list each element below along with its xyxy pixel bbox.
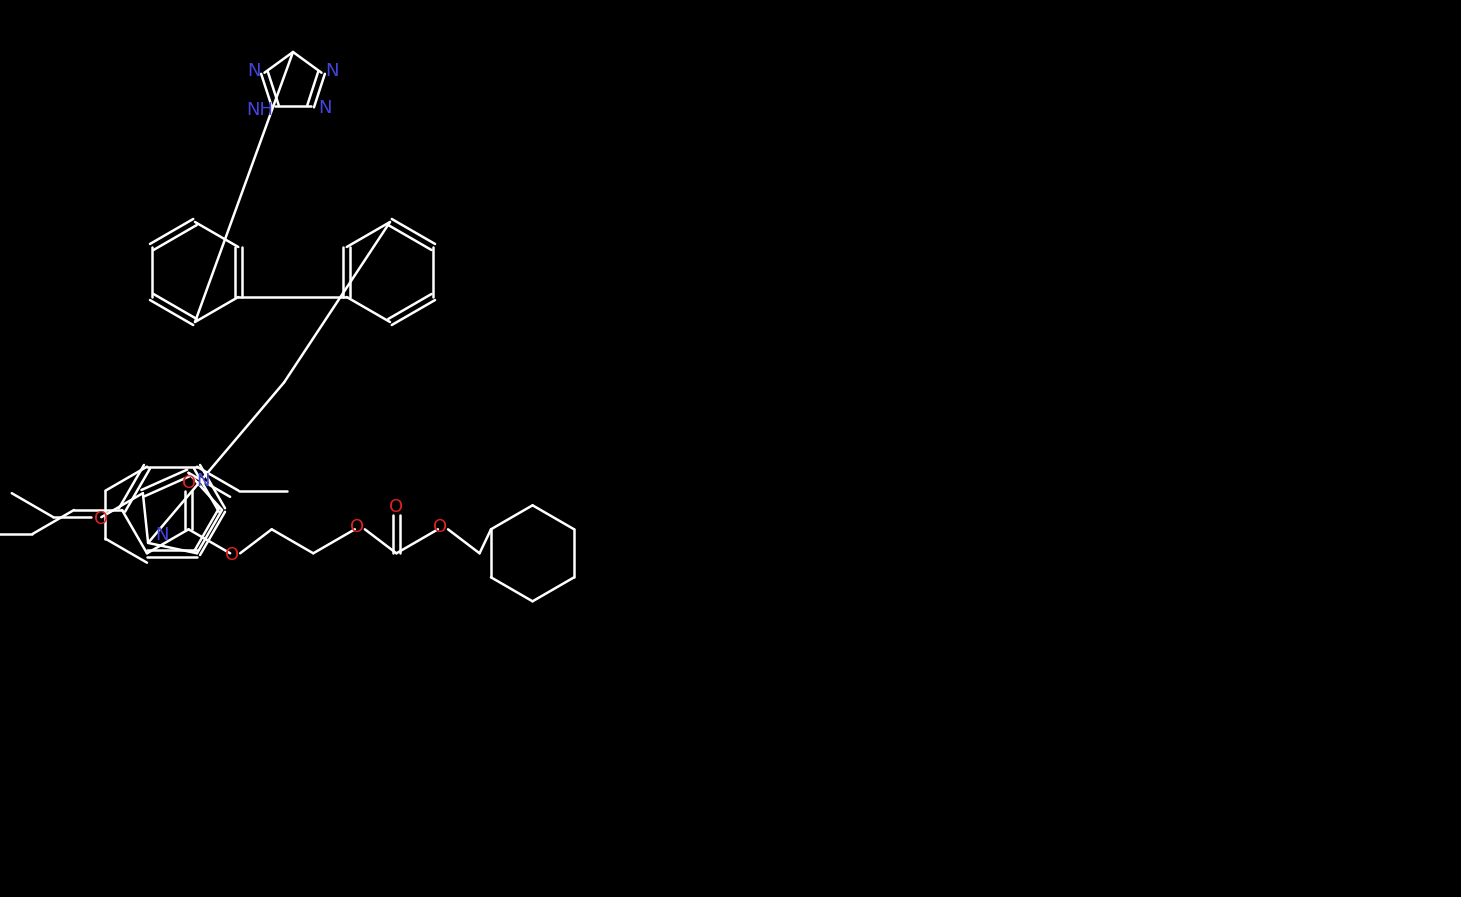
- Text: O: O: [389, 499, 403, 517]
- Text: NH: NH: [247, 101, 273, 119]
- Text: O: O: [225, 546, 240, 564]
- Text: N: N: [248, 62, 262, 80]
- Text: O: O: [349, 518, 364, 536]
- Text: O: O: [181, 475, 196, 492]
- Text: N: N: [155, 526, 169, 544]
- Text: N: N: [196, 472, 209, 490]
- Text: O: O: [432, 518, 447, 536]
- Text: N: N: [318, 100, 332, 118]
- Text: O: O: [94, 510, 108, 528]
- Text: N: N: [324, 62, 339, 80]
